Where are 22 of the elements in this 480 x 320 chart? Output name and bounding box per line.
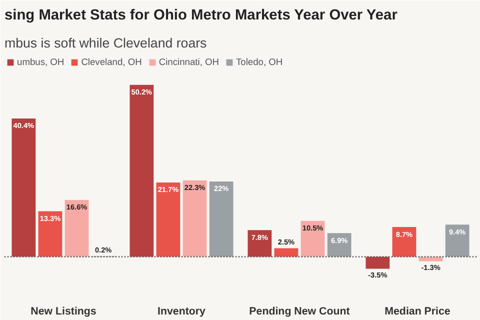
bar: [366, 256, 390, 269]
legend-label: Cincinnati, OH: [158, 57, 219, 67]
legend-label: Cleveland, OH: [81, 57, 142, 67]
legend-label: Toledo, OH: [236, 57, 283, 67]
legend-label: umbus, OH: [17, 57, 64, 67]
bar: [38, 211, 62, 257]
x-tick-label: New Listings: [30, 306, 96, 318]
bar: [392, 226, 416, 257]
bar: [156, 182, 180, 257]
bar: [248, 230, 272, 257]
chart-subtitle: mbus is soft while Cleveland roars: [4, 36, 208, 50]
x-tick-label: Median Price: [384, 306, 450, 318]
bar: [12, 118, 36, 257]
chart-title: sing Market Stats for Ohio Metro Markets Year Over Year: [4, 8, 398, 24]
x-tick-label: Inventory: [158, 306, 206, 318]
bar: [209, 181, 234, 257]
bar: [445, 224, 470, 257]
bar: [274, 248, 298, 257]
x-tick-label: Pending New Count: [249, 306, 350, 318]
bar: [130, 84, 154, 257]
bar: [182, 180, 207, 257]
bar: [64, 200, 89, 257]
